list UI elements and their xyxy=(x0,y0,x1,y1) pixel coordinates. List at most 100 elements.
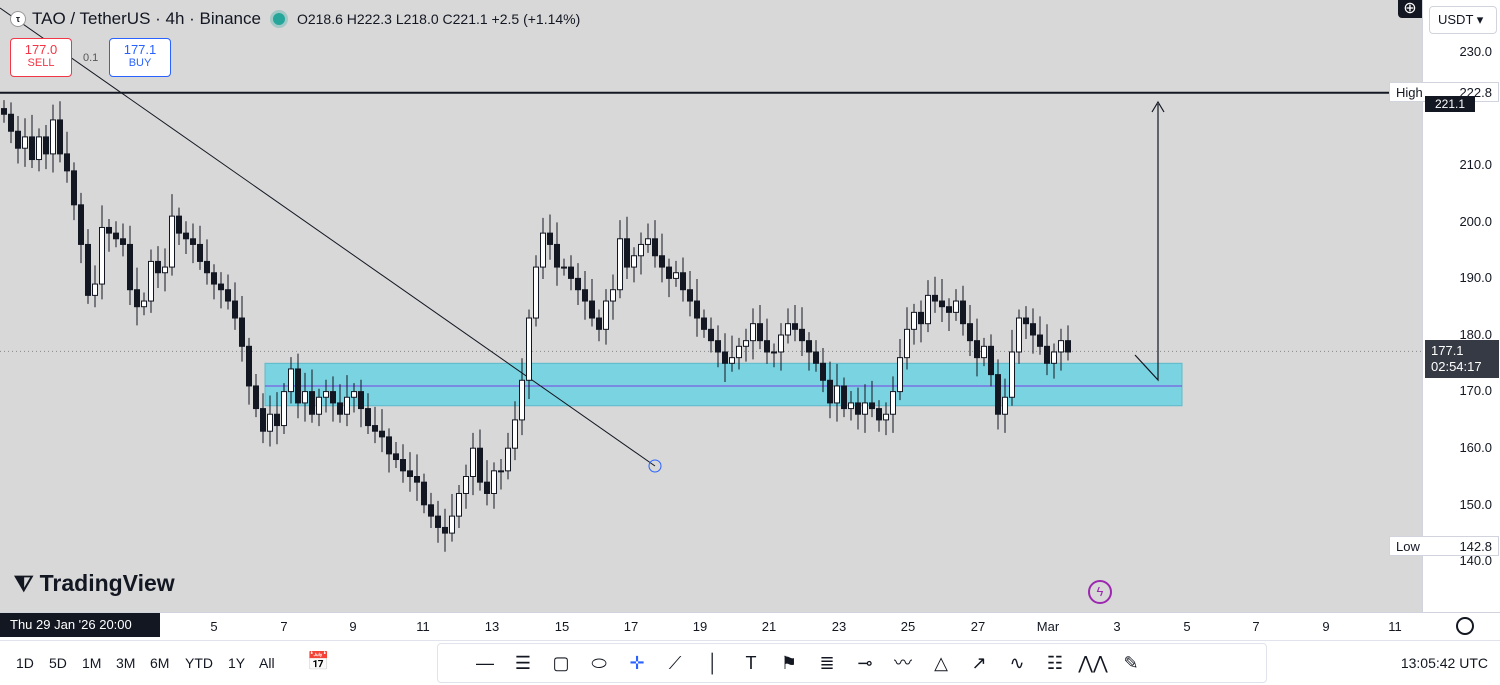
line-price-tag: 221.1 xyxy=(1425,96,1475,112)
arrow-icon[interactable]: ↗ xyxy=(971,653,987,673)
path-icon[interactable]: ∿ xyxy=(1009,653,1025,673)
candle xyxy=(939,300,945,308)
time-tick: 9 xyxy=(1322,619,1330,634)
triangle-icon[interactable]: △ xyxy=(934,653,948,673)
candle xyxy=(99,226,105,285)
price-label-icon[interactable]: ⚑ xyxy=(780,653,798,673)
trend-line-handle[interactable] xyxy=(648,459,662,473)
range-3m[interactable]: 3M xyxy=(116,655,136,671)
candle xyxy=(1,108,7,115)
range-ytd[interactable]: YTD xyxy=(185,655,213,671)
ellipse-icon[interactable]: ⬭ xyxy=(591,653,607,673)
time-tick: 19 xyxy=(692,619,708,634)
buy-button[interactable]: 177.1 BUY xyxy=(109,38,171,77)
time-tick: 13 xyxy=(484,619,500,634)
parallel-channel-icon[interactable]: ☰ xyxy=(514,653,532,673)
low-label: Low xyxy=(1396,539,1420,554)
candle xyxy=(890,391,896,415)
candle xyxy=(43,136,49,155)
time-axis[interactable]: Thu 29 Jan '26 20:00 5 7 9 11 13 15 17 1… xyxy=(0,612,1500,640)
price-tick: 170.0 xyxy=(1459,383,1492,398)
demand-zone[interactable] xyxy=(264,362,1183,407)
range-1m[interactable]: 1M xyxy=(82,655,102,671)
candle xyxy=(652,238,658,257)
candle xyxy=(71,170,77,206)
projection-arrow[interactable] xyxy=(1134,104,1159,382)
candle xyxy=(8,113,14,132)
candle xyxy=(883,413,889,421)
date-range-calendar-icon[interactable]: 📅 xyxy=(307,651,330,671)
candle xyxy=(631,255,637,268)
candle xyxy=(316,396,322,415)
candle xyxy=(869,402,875,410)
candle xyxy=(393,453,399,461)
gann-icon[interactable]: ☷ xyxy=(1046,653,1064,673)
sell-price: 177.0 xyxy=(24,42,58,57)
horizontal-ray-icon[interactable]: ⊸ xyxy=(857,653,873,673)
vertical-line-icon[interactable]: │ xyxy=(707,653,719,673)
trend-line-icon[interactable]: ⟋ xyxy=(668,653,682,673)
candle xyxy=(491,470,497,494)
candle xyxy=(477,447,483,483)
candle xyxy=(358,391,364,410)
range-5d[interactable]: 5D xyxy=(49,655,67,671)
candle xyxy=(302,391,308,404)
candle xyxy=(680,272,686,291)
chevron-down-icon: ▾ xyxy=(1476,12,1484,27)
candle xyxy=(603,300,609,330)
candle xyxy=(820,362,826,381)
candle xyxy=(162,266,168,274)
time-tick: 7 xyxy=(280,619,288,634)
range-1y[interactable]: 1Y xyxy=(228,655,246,671)
trend-line[interactable] xyxy=(0,7,656,467)
settings-gear-icon[interactable] xyxy=(1456,617,1474,635)
currency-select[interactable]: USDT ▾ xyxy=(1429,6,1497,34)
symbol-title[interactable]: TAO / TetherUS · 4h · Binance xyxy=(32,9,261,28)
candle xyxy=(673,272,679,279)
utc-clock[interactable]: 13:05:42 UTC xyxy=(1400,655,1488,671)
candle xyxy=(526,317,532,381)
sell-button[interactable]: 177.0 SELL xyxy=(10,38,72,77)
price-plot[interactable] xyxy=(0,0,1422,612)
time-tick: 7 xyxy=(1252,619,1260,634)
price-axis[interactable]: USDT ▾ 230.0 High 222.8 221.1 210.0 200.0… xyxy=(1389,0,1500,612)
symbol-header: τ TAO / TetherUS · 4h · Binance O218.6 H… xyxy=(10,9,580,29)
pattern-icon[interactable]: 〰 xyxy=(894,653,912,673)
candle xyxy=(204,260,210,274)
crosshair-icon[interactable]: ✛ xyxy=(629,653,645,673)
candle xyxy=(309,391,315,415)
candle xyxy=(1044,345,1050,364)
candle xyxy=(624,238,630,268)
rectangle-icon[interactable]: ▢ xyxy=(552,653,570,673)
range-6m[interactable]: 6M xyxy=(150,655,170,671)
range-all[interactable]: All xyxy=(259,655,275,671)
candle xyxy=(813,351,819,364)
candle xyxy=(645,238,651,245)
lightning-icon[interactable]: ϟ xyxy=(1088,580,1112,604)
candle xyxy=(785,323,791,336)
line-tool-icon[interactable]: — xyxy=(476,653,494,673)
candle xyxy=(127,243,133,291)
candle xyxy=(715,340,721,353)
candle xyxy=(484,481,490,494)
add-plus-icon[interactable]: ⊕ xyxy=(1398,0,1422,18)
range-1d[interactable]: 1D xyxy=(16,655,34,671)
candle xyxy=(50,119,56,155)
candle xyxy=(232,300,238,319)
text-tool-icon[interactable]: T xyxy=(745,653,757,673)
candle xyxy=(1030,323,1036,336)
candle xyxy=(78,204,84,245)
chart-pane[interactable]: τ TAO / TetherUS · 4h · Binance O218.6 H… xyxy=(0,0,1422,612)
brush-icon[interactable]: ✎ xyxy=(1123,653,1139,673)
candle xyxy=(330,391,336,404)
candle xyxy=(533,266,539,319)
candle xyxy=(435,515,441,528)
fib-retracement-icon[interactable]: ≣ xyxy=(819,653,835,673)
elliott-wave-icon[interactable]: ⋀⋀ xyxy=(1078,653,1108,673)
time-tick: 3 xyxy=(1113,619,1121,634)
candle xyxy=(148,260,154,302)
candle xyxy=(274,413,280,427)
candle xyxy=(64,153,70,172)
sell-label: SELL xyxy=(27,57,55,69)
candle xyxy=(351,391,357,398)
